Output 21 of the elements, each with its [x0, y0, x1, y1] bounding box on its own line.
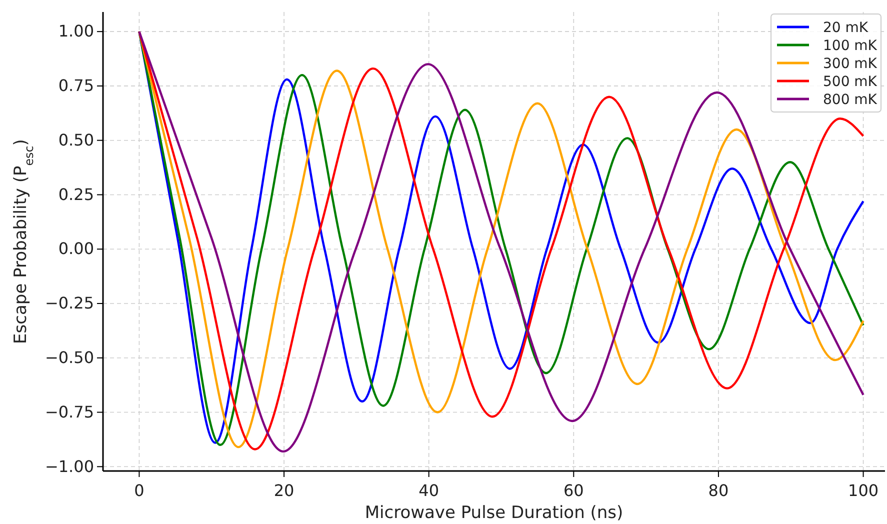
- y-tick-label: 0.75: [58, 76, 94, 96]
- legend-label: 500 mK: [823, 74, 878, 90]
- x-tick-label: 20: [274, 481, 294, 500]
- y-tick-label: −0.75: [44, 402, 94, 422]
- x-tick-label: 60: [563, 481, 584, 500]
- legend-label: 20 mK: [823, 20, 869, 36]
- y-tick-label: 0.50: [58, 130, 94, 150]
- y-tick-label: −1.00: [44, 456, 94, 476]
- y-tick-label: 1.00: [58, 22, 94, 41]
- y-tick-label: −0.50: [44, 348, 94, 367]
- legend-label: 300 mK: [823, 56, 878, 72]
- x-axis-title: Microwave Pulse Duration (ns): [364, 503, 624, 523]
- legend-label: 800 mK: [823, 92, 878, 108]
- x-tick-label: 100: [848, 481, 879, 500]
- x-tick-label: 80: [708, 481, 729, 500]
- x-tick-label: 40: [418, 481, 440, 500]
- y-tick-label: −0.25: [44, 294, 94, 313]
- y-tick-label: 0.00: [58, 239, 94, 258]
- y-tick-label: 0.25: [58, 184, 94, 204]
- legend-label: 100 mK: [823, 38, 878, 54]
- x-tick-label: 0: [134, 481, 144, 500]
